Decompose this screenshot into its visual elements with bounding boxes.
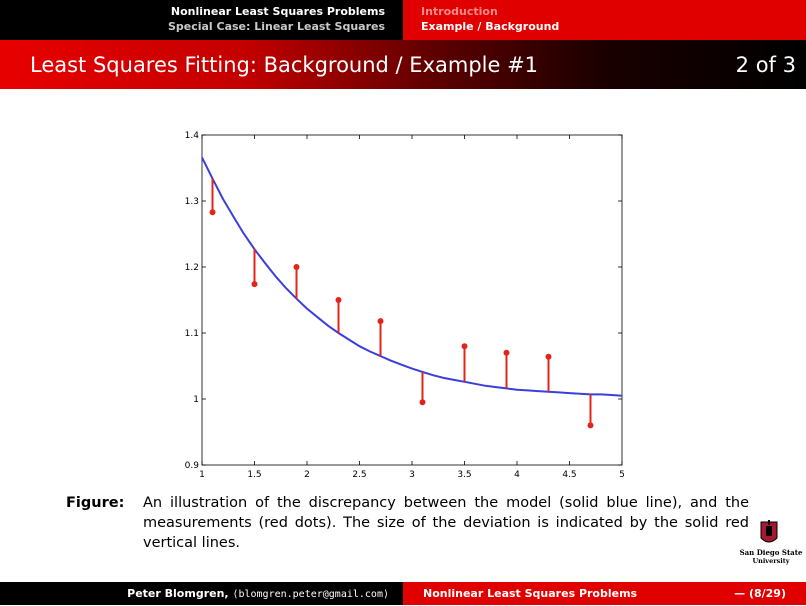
y-tick-label: 1.1 — [185, 329, 199, 339]
x-tick-label: 2.5 — [352, 470, 366, 480]
caption-text: An illustration of the discrepancy betwe… — [143, 495, 749, 551]
x-tick-label: 4 — [514, 470, 520, 480]
measurement-point — [209, 209, 216, 216]
y-tick-label: 1 — [193, 395, 199, 405]
model-curve — [201, 156, 623, 397]
measurement-point — [293, 264, 300, 270]
logo-text-line2: University — [752, 557, 790, 565]
footer: Peter Blomgren, ⟨blomgren.peter@gmail.co… — [0, 582, 806, 605]
nav-section-linear[interactable]: Special Case: Linear Least Squares — [167, 20, 385, 33]
university-seal-icon — [760, 520, 778, 543]
y-tick-label: 0.9 — [185, 461, 200, 471]
measurement-point — [545, 353, 552, 360]
x-tick-label: 2 — [304, 470, 310, 480]
x-tick-label: 5 — [619, 470, 625, 480]
x-tick-label: 1.5 — [247, 470, 261, 480]
x-tick-label: 4.5 — [562, 470, 576, 480]
footer-email[interactable]: ⟨blomgren.peter@gmail.com⟩ — [232, 589, 389, 600]
nav-subsection-introduction[interactable]: Introduction — [421, 5, 498, 18]
nav-subsections: Introduction Example / Background — [403, 0, 806, 40]
x-tick-label: 3.5 — [457, 470, 471, 480]
x-tick-label: 3 — [409, 470, 415, 480]
measurement-point — [335, 297, 342, 303]
slide-title: Least Squares Fitting: Background / Exam… — [30, 53, 539, 77]
measurement-point — [377, 318, 384, 325]
measurement-point — [587, 422, 594, 429]
footer-author: Peter Blomgren, — [127, 587, 229, 600]
nav-section-nonlinear[interactable]: Nonlinear Least Squares Problems — [170, 5, 385, 18]
caption-label: Figure: — [66, 495, 125, 511]
footer-page: — (8/29) — [734, 587, 786, 600]
y-tick-label: 1.2 — [185, 263, 199, 273]
plot-area — [201, 134, 623, 466]
measurement-point — [461, 343, 468, 350]
footer-title-block: Nonlinear Least Squares Problems — (8/29… — [403, 582, 806, 605]
footer-title: Nonlinear Least Squares Problems — [423, 587, 638, 600]
nav-subsection-example[interactable]: Example / Background — [421, 20, 560, 33]
nav-sections: Nonlinear Least Squares Problems Special… — [0, 0, 403, 40]
logo-text-line1: San Diego State — [739, 548, 803, 557]
measurement-point — [419, 399, 426, 406]
top-navigation: Nonlinear Least Squares Problems Special… — [0, 0, 806, 40]
footer-author-block: Peter Blomgren, ⟨blomgren.peter@gmail.co… — [0, 582, 403, 605]
y-tick-label: 1.3 — [185, 197, 199, 207]
title-bar: Least Squares Fitting: Background / Exam… — [0, 40, 806, 89]
measurement-point — [503, 349, 510, 356]
x-tick-label: 1 — [199, 470, 205, 480]
university-logo: San Diego State University — [737, 519, 805, 569]
y-tick-label: 1.4 — [185, 131, 200, 141]
slide-counter: 2 of 3 — [735, 53, 796, 77]
measurement-point — [251, 281, 258, 288]
